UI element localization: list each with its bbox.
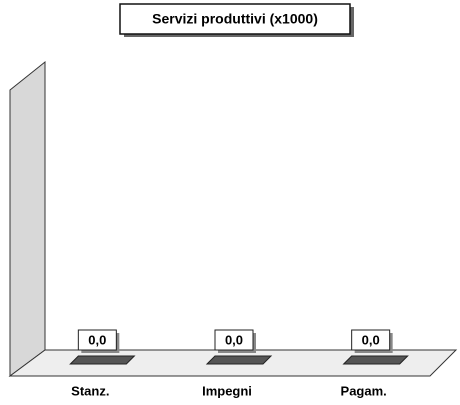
- value-label: 0,0: [88, 332, 106, 347]
- value-label: 0,0: [225, 332, 243, 347]
- value-label-box: [351, 329, 391, 351]
- value-label: 0,0: [362, 332, 380, 347]
- bar-top: [342, 355, 409, 365]
- x-tick-label: Stanz.: [71, 383, 109, 398]
- chart-title: Servizi produttivi (x1000): [152, 11, 318, 27]
- x-tick-label: Pagam.: [341, 383, 387, 398]
- title-box: [119, 3, 351, 35]
- x-tick-label: Impegni: [202, 383, 252, 398]
- bar-top: [69, 355, 136, 365]
- bar-top: [205, 355, 273, 365]
- value-label-box: [77, 329, 117, 351]
- value-label-box: [214, 329, 254, 351]
- left-wall: [9, 60, 46, 377]
